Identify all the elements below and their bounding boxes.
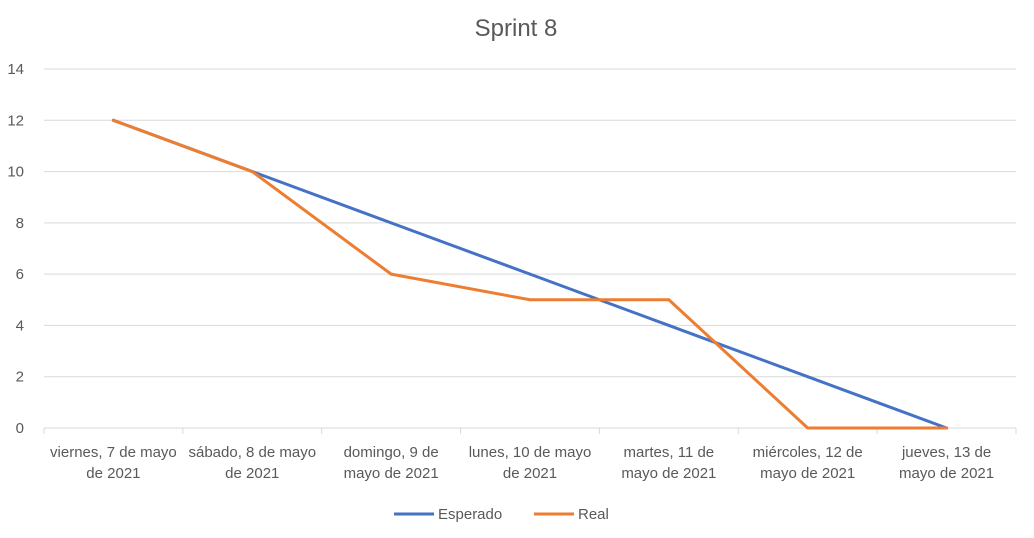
x-axis-ticks: viernes, 7 de mayo de 2021 sábado, 8 de ma… — [50, 444, 994, 482]
legend-label: Esperado — [438, 506, 502, 523]
y-tick-label: 0 — [16, 420, 24, 437]
legend: Esperado Real — [394, 506, 609, 523]
x-tick-label: domingo, 9 de mayo de 2021 — [344, 444, 439, 482]
x-tick-label: miércoles, 12 de mayo de 2021 — [753, 444, 863, 482]
data-point-real — [667, 298, 671, 302]
data-point-real — [806, 426, 810, 430]
data-point-real — [111, 118, 115, 122]
data-point-esperado — [806, 375, 810, 379]
y-tick-label: 4 — [16, 317, 24, 334]
legend-item-esperado: Esperado — [394, 506, 502, 523]
data-point-real — [250, 170, 254, 174]
y-axis-ticks: 0 2 4 6 8 10 12 14 — [7, 61, 24, 437]
data-point-esperado — [667, 323, 671, 327]
data-point-esperado — [389, 221, 393, 225]
y-tick-label: 8 — [16, 215, 24, 232]
y-tick-label: 2 — [16, 369, 24, 386]
series-lines — [111, 118, 949, 430]
x-tick-label: jueves, 13 de mayo de 2021 — [899, 444, 994, 482]
legend-item-real: Real — [534, 506, 609, 523]
y-tick-label: 12 — [7, 112, 24, 129]
x-tick-label: martes, 11 de mayo de 2021 — [621, 444, 716, 482]
gridlines — [43, 68, 1017, 434]
data-point-real — [528, 298, 532, 302]
legend-label: Real — [578, 506, 609, 523]
y-tick-label: 6 — [16, 266, 24, 283]
data-point-esperado — [528, 272, 532, 276]
chart-title: Sprint 8 — [475, 15, 558, 42]
x-tick-label: sábado, 8 de mayo de 2021 — [188, 444, 316, 482]
y-tick-label: 10 — [7, 164, 24, 181]
x-tick-label: lunes, 10 de mayo de 2021 — [469, 444, 592, 482]
data-point-real — [389, 272, 393, 276]
y-tick-label: 14 — [7, 61, 24, 78]
data-point-real — [945, 426, 949, 430]
x-tick-label: viernes, 7 de mayo de 2021 — [50, 444, 177, 482]
